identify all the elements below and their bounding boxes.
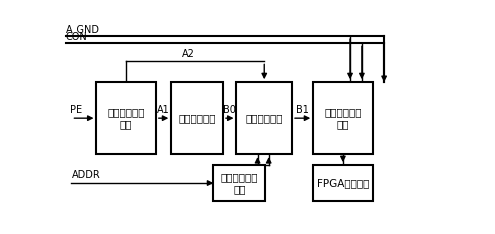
Bar	[171, 82, 223, 154]
Text: 地址译码电路
模块: 地址译码电路 模块	[221, 172, 258, 194]
Bar	[237, 82, 292, 154]
Text: PE: PE	[69, 105, 82, 115]
Text: FPGA逻辑资源: FPGA逻辑资源	[317, 178, 369, 188]
Text: 编程开关电路
模块: 编程开关电路 模块	[324, 107, 362, 129]
Text: ADDR: ADDR	[71, 170, 100, 180]
Text: 振荡电路模块: 振荡电路模块	[178, 113, 216, 123]
Text: B1: B1	[296, 106, 309, 115]
Text: B0: B0	[223, 106, 236, 115]
Bar	[97, 82, 156, 154]
Text: 高压编程控制
模块: 高压编程控制 模块	[107, 107, 145, 129]
Text: A_GND: A_GND	[66, 24, 99, 35]
Bar	[313, 82, 373, 154]
Text: 泵压电路模块: 泵压电路模块	[246, 113, 283, 123]
Text: A2: A2	[182, 49, 195, 59]
Bar	[313, 165, 373, 201]
Bar	[213, 165, 265, 201]
Text: CON: CON	[66, 33, 88, 43]
Text: A1: A1	[157, 106, 170, 115]
